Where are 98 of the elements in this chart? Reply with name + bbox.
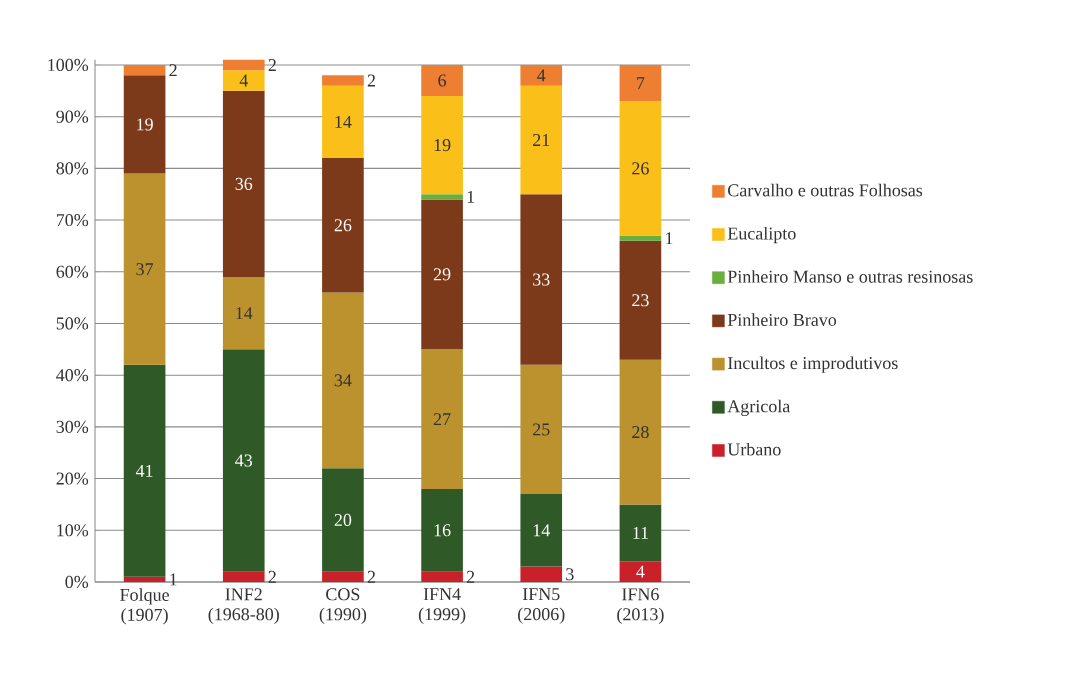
data-label: 14: [335, 115, 352, 128]
bar: [619, 235, 662, 241]
bar: [421, 571, 463, 582]
data-label: 28: [632, 425, 649, 439]
data-label: 11: [633, 526, 649, 539]
bar: [520, 64, 563, 86]
data-label: 2: [367, 570, 375, 583]
y-tick-label: 50%: [56, 317, 89, 330]
bar: [322, 292, 364, 469]
bar: [520, 85, 563, 195]
y-tick-label: 30%: [56, 420, 89, 433]
data-label: 6: [438, 74, 447, 87]
x-tick-label: IFN4 (1999): [418, 588, 466, 624]
bar: [619, 64, 662, 102]
x-tick-label: INF2 (1968-80): [208, 588, 279, 624]
data-label: 4: [636, 565, 645, 578]
data-label: 19: [434, 139, 451, 152]
x-tick-label: IFN6 (2013): [617, 588, 664, 624]
data-label: 25: [533, 423, 550, 436]
bar: [222, 90, 265, 277]
data-label: 34: [334, 374, 352, 387]
y-tick-label: 60%: [56, 265, 89, 278]
data-label: 14: [236, 307, 253, 320]
x-tick-label: COS (1990): [319, 588, 367, 624]
bar: [222, 276, 265, 350]
bar: [322, 468, 364, 572]
data-label: 2: [466, 570, 475, 583]
y-tick-label: 10%: [57, 524, 89, 537]
y-tick-label: 70%: [56, 213, 89, 227]
data-label: 14: [533, 524, 550, 537]
bar: [123, 64, 166, 76]
bar: [322, 75, 364, 86]
data-label: 4: [537, 69, 546, 82]
bar: [322, 158, 364, 293]
data-label: 37: [136, 263, 154, 276]
legend-label: Carvalho e outras Folhosas: [728, 183, 923, 197]
y-tick-label: 20%: [56, 472, 89, 485]
bar: [123, 364, 166, 577]
data-label: 1: [467, 190, 475, 203]
y-tick-label: 40%: [56, 369, 89, 382]
legend-label: Incultos e improdutivos: [727, 356, 898, 373]
bar: [421, 488, 463, 572]
x-tick-label: Folque (1907): [120, 588, 169, 625]
bar: [619, 504, 662, 562]
data-label: 29: [433, 268, 451, 281]
bar: [421, 194, 463, 200]
bar: [123, 576, 166, 582]
data-label: 21: [533, 133, 550, 146]
bar: [421, 96, 463, 195]
data-label: 2: [367, 74, 375, 87]
bar: [619, 240, 662, 360]
bar: [520, 566, 563, 582]
data-label: 1: [666, 232, 673, 245]
bar: [520, 494, 563, 567]
bar: [222, 70, 265, 91]
bar: [123, 75, 166, 174]
data-label: 26: [334, 219, 352, 232]
data-label: 2: [268, 59, 276, 71]
bar: [421, 64, 463, 97]
y-tick-label: 80%: [56, 162, 89, 175]
bar: [421, 199, 463, 350]
bar: [222, 571, 265, 582]
y-tick-label: 100%: [48, 58, 89, 72]
data-label: 27: [433, 413, 451, 426]
data-label: 2: [169, 64, 177, 77]
y-tick-label: 90%: [56, 110, 89, 123]
data-label: 2: [268, 570, 276, 583]
bar: [619, 101, 662, 236]
bar: [520, 194, 563, 365]
bar: [421, 349, 463, 489]
bar: [619, 359, 662, 505]
bar: [222, 349, 265, 572]
bar: [619, 561, 662, 582]
data-label: 41: [135, 464, 153, 477]
data-label: 3: [566, 568, 574, 581]
data-label: 36: [235, 177, 253, 190]
bar: [322, 85, 364, 159]
legend-label: Urbano: [727, 442, 781, 456]
data-label: 43: [235, 454, 253, 467]
data-label: 4: [239, 74, 248, 87]
bar: [322, 571, 364, 582]
data-label: 1: [170, 573, 177, 586]
data-label: 20: [334, 513, 352, 527]
data-label: 33: [533, 273, 550, 286]
bar: [222, 59, 265, 71]
legend-label: Eucalipto: [727, 226, 796, 244]
data-label: 26: [632, 162, 649, 175]
x-tick-label: IFN5 (2006): [518, 588, 565, 624]
legend-label: Agricola: [727, 399, 791, 417]
legend-label: Pinheiro Manso e outras resinosas: [727, 270, 973, 283]
bar: [123, 173, 166, 365]
data-label: 16: [434, 524, 451, 537]
bar: [520, 364, 563, 495]
legend-label: Pinheiro Bravo: [727, 313, 837, 326]
data-label: 19: [137, 118, 153, 131]
data-label: 23: [632, 294, 649, 307]
data-label: 7: [637, 77, 645, 89]
y-tick-label: 0%: [65, 575, 89, 589]
